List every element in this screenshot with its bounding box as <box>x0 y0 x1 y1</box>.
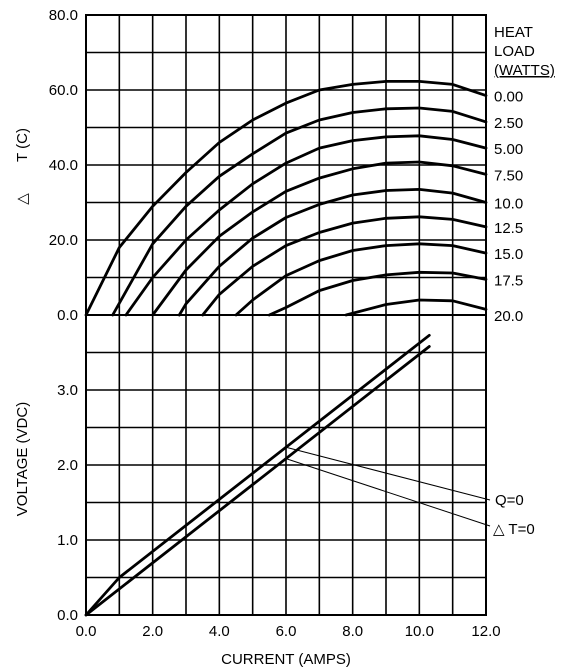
top-y-tick-label: 80.0 <box>49 7 78 24</box>
legend-title-line-2: LOAD <box>494 43 535 60</box>
legend-title-line-1: HEAT <box>494 24 533 41</box>
heat-load-label: 10.0 <box>494 196 523 213</box>
annotation-leader-line <box>285 458 491 527</box>
legend-title-line-3: (WATTS) <box>494 62 555 79</box>
bottom-y-tick-label: 2.0 <box>57 457 78 474</box>
x-tick-label: 12.0 <box>471 623 500 640</box>
heat-load-curve <box>84 80 488 317</box>
heat-load-label: 0.00 <box>494 89 523 106</box>
heat-load-curve <box>234 242 488 317</box>
x-tick-label: 8.0 <box>342 623 363 640</box>
heat-load-label: 7.50 <box>494 167 523 184</box>
heat-load-label: 2.50 <box>494 115 523 132</box>
heat-load-curve <box>124 134 488 317</box>
x-tick-label: 10.0 <box>405 623 434 640</box>
annotation-label: Q=0 <box>495 492 524 509</box>
top-y-tick-label: 0.0 <box>57 307 78 324</box>
top-y-tick-label: 40.0 <box>49 157 78 174</box>
heat-load-curve <box>344 298 488 317</box>
label-layer: 0.0 20.0 40.0 60.0 80.0 0.0 1.0 2.0 3.0 0.0 2.0 4.0… <box>49 7 535 640</box>
top-ylabel: T (C) <box>14 128 31 162</box>
x-tick-label: 0.0 <box>76 623 97 640</box>
x-tick-label: 2.0 <box>142 623 163 640</box>
heat-load-curve <box>267 270 488 317</box>
voltage-curve <box>84 333 431 617</box>
heat-load-label: 17.5 <box>494 272 523 289</box>
annotation-label: △ T=0 <box>493 521 535 538</box>
curve-layer <box>84 80 491 617</box>
heat-load-curve <box>201 215 488 317</box>
heat-load-label: 12.5 <box>494 220 523 237</box>
heat-load-label: 5.00 <box>494 141 523 158</box>
bottom-y-tick-label: 0.0 <box>57 607 78 624</box>
bottom-y-tick-label: 3.0 <box>57 382 78 399</box>
heat-load-curve <box>151 160 488 317</box>
top-y-tick-label: 20.0 <box>49 232 78 249</box>
heat-load-label: 15.0 <box>494 246 523 263</box>
bottom-y-tick-label: 1.0 <box>57 532 78 549</box>
frame-layer <box>85 14 487 616</box>
bottom-xlabel: CURRENT (AMPS) <box>221 651 351 668</box>
bottom-ylabel: VOLTAGE (VDC) <box>14 402 31 516</box>
heat-load-label: 20.0 <box>494 308 523 325</box>
annotation-leader-line <box>285 446 491 501</box>
heat-load-curve <box>111 106 488 317</box>
x-tick-label: 6.0 <box>276 623 297 640</box>
top-y-tick-label: 60.0 <box>49 82 78 99</box>
x-tick-label: 4.0 <box>209 623 230 640</box>
heat-load-curve <box>177 187 488 317</box>
top-ylabel-symbol: △ <box>14 193 31 205</box>
voltage-curve <box>84 345 431 617</box>
